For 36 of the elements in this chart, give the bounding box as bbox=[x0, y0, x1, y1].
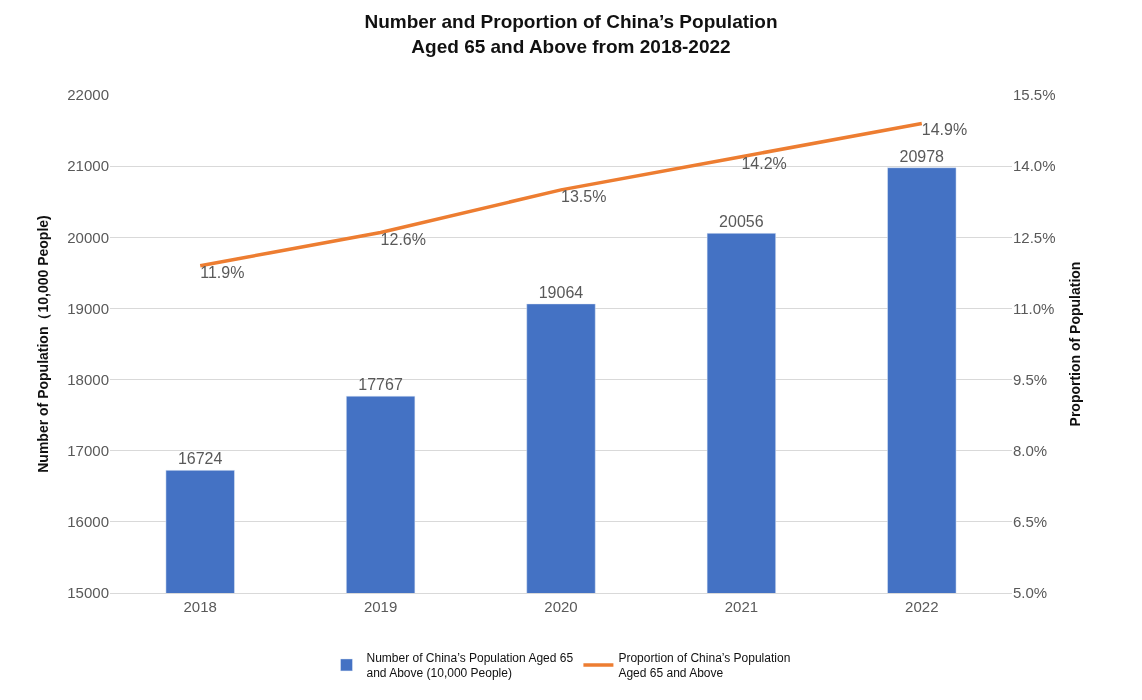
legend-label: Number of China’s Population Aged 65 and Above (10,000 People) bbox=[366, 650, 574, 681]
y-tick-label: 22000 bbox=[67, 86, 109, 104]
data-label: 11.9% bbox=[200, 263, 245, 281]
chart-title: Number and Proportion of China’s Population Aged 65 and Above from 2018-2022 bbox=[364, 11, 778, 57]
y-tick-label: 16000 bbox=[67, 513, 109, 531]
x-tick-label: 2022 bbox=[905, 598, 939, 615]
y2-tick-label: 6.5% bbox=[1013, 513, 1048, 531]
data-label: 17767 bbox=[358, 376, 403, 394]
y2-tick-label: 9.5% bbox=[1013, 370, 1048, 388]
y2-tick-label: 12.5% bbox=[1013, 228, 1056, 246]
y-tick-label: 15000 bbox=[67, 584, 109, 602]
data-label: 13.5% bbox=[561, 187, 607, 205]
x-tick-label: 2019 bbox=[363, 598, 398, 615]
data-label: 20978 bbox=[899, 147, 945, 165]
legend-label: Proportion of China’s Population Aged 65 and Above bbox=[618, 650, 791, 681]
data-label: 12.6% bbox=[380, 230, 426, 248]
data-label: 19064 bbox=[538, 283, 584, 301]
y2-tick-label: 8.0% bbox=[1013, 441, 1048, 459]
y-tick-label: 19000 bbox=[67, 299, 109, 317]
y2-tick-label: 14.0% bbox=[1013, 157, 1056, 175]
y-tick-label: 21000 bbox=[67, 157, 109, 175]
y2-tick-label: 15.5% bbox=[1013, 86, 1056, 104]
y-tick-label: 18000 bbox=[67, 370, 109, 388]
y2-tick-label: 5.0% bbox=[1013, 584, 1048, 602]
x-tick-label: 2018 bbox=[183, 598, 217, 615]
x-tick-label: 2020 bbox=[544, 598, 578, 615]
data-label: 20056 bbox=[719, 213, 764, 231]
x-tick-label: 2021 bbox=[724, 598, 759, 615]
data-label: 14.2% bbox=[741, 154, 787, 172]
y-tick-label: 17000 bbox=[67, 441, 109, 459]
y2-tick-label: 11.0% bbox=[1013, 299, 1055, 317]
data-label: 14.9% bbox=[921, 121, 968, 139]
y2-axis-title: Proportion of Population bbox=[1066, 261, 1083, 427]
y-axis-title: Number of Population（10,000 People) bbox=[34, 215, 51, 473]
data-label: 16724 bbox=[177, 450, 223, 468]
y-tick-label: 20000 bbox=[67, 228, 109, 246]
